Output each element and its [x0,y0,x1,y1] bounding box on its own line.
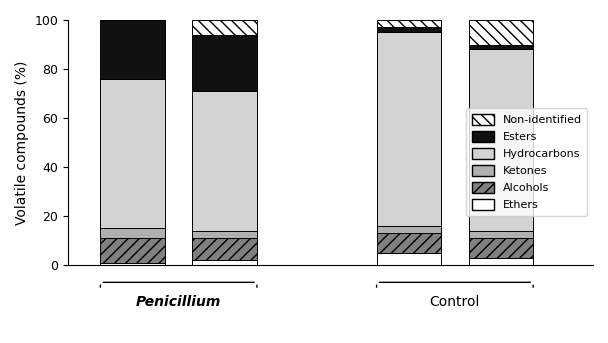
Bar [100,20,165,79]
Legend: Non-identified, Esters, Hydrocarbons, Ketones, Alcohols, Ethers: Non-identified, Esters, Hydrocarbons, Ke… [466,108,587,216]
Bar [376,233,441,253]
Bar [193,20,257,35]
Bar [469,20,533,45]
Bar [100,228,165,238]
Bar [469,258,533,265]
Bar [100,79,165,228]
Bar [376,20,441,27]
Bar [100,263,165,265]
Bar [193,238,257,260]
Bar [376,27,441,32]
Bar [376,253,441,265]
Bar [376,226,441,233]
Text: Penicillium: Penicillium [136,295,221,309]
Bar [193,35,257,91]
Bar [469,231,533,238]
Bar [193,260,257,265]
Text: Control: Control [430,295,480,309]
Bar [376,32,441,226]
Bar [193,231,257,238]
Bar [469,238,533,258]
Y-axis label: Volatile compounds (%): Volatile compounds (%) [15,60,29,225]
Bar [100,238,165,263]
Bar [469,49,533,231]
Bar [469,45,533,49]
Bar [193,91,257,231]
